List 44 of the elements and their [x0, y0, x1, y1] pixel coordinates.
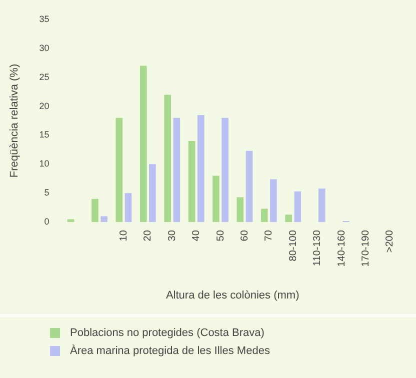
- x-tick-label: 140-160: [336, 230, 348, 267]
- bar: [212, 176, 220, 222]
- y-axis-title: Freqüència relativa (%): [8, 64, 21, 178]
- x-tick-label: 40: [191, 230, 202, 242]
- legend-label: Àrea marina protegida de les Illes Medes: [70, 345, 270, 357]
- bar: [188, 141, 196, 222]
- x-tick-label: 170-190: [360, 230, 372, 267]
- x-axis-title: Altura de les colònies (mm): [166, 289, 300, 302]
- x-tick-label: 110-130: [312, 230, 324, 266]
- bar: [116, 118, 123, 222]
- y-tick-label: 20: [39, 100, 50, 111]
- bar: [140, 66, 147, 222]
- bar: [67, 219, 74, 222]
- y-tick-label: 25: [39, 72, 50, 82]
- bar: [294, 191, 302, 222]
- x-tick-label: 10: [118, 230, 130, 242]
- bar: [164, 94, 171, 222]
- y-tick-label: 30: [39, 42, 50, 53]
- x-tick-label: >200: [384, 230, 396, 253]
- y-tick-label: 15: [39, 130, 50, 140]
- bar: [100, 216, 108, 222]
- x-tick-label: 60: [239, 230, 250, 242]
- bar: [318, 188, 326, 222]
- x-tick-label: 70: [264, 230, 275, 242]
- bar: [222, 118, 228, 222]
- x-tick-label: 80-100: [288, 230, 299, 262]
- bar: [173, 118, 180, 222]
- bar: [260, 208, 268, 222]
- y-tick-label: 0: [44, 216, 50, 227]
- y-tick-label: 5: [44, 188, 50, 198]
- y-tick-label: 35: [39, 14, 50, 24]
- bar: [149, 164, 156, 222]
- y-tick-label: 10: [39, 158, 50, 169]
- bar: [285, 214, 292, 222]
- x-tick-label: 50: [215, 230, 226, 242]
- bar: [270, 179, 277, 222]
- legend-label: Poblacions no protegides (Costa Brava): [70, 327, 264, 339]
- bar: [246, 150, 253, 222]
- bar: [197, 114, 204, 222]
- x-tick-label: 20: [142, 230, 154, 242]
- x-tick-label: 30: [166, 230, 178, 242]
- bar: [92, 198, 98, 222]
- bar: [236, 197, 244, 222]
- bar: [124, 193, 132, 222]
